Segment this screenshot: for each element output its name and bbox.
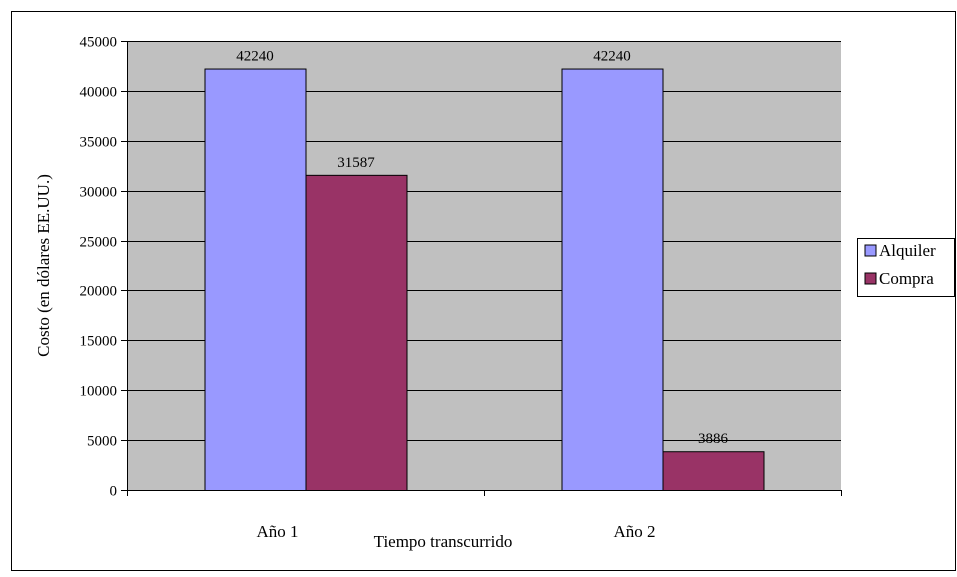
y-tick-label: 0: [110, 484, 118, 500]
bars: [204, 68, 765, 491]
y-tick-label: 10000: [80, 384, 118, 400]
legend-swatch-compra: [864, 272, 877, 285]
y-tick-label: 25000: [80, 235, 118, 251]
legend: Alquiler Compra: [857, 238, 955, 297]
legend-label-alquiler: Alquiler: [879, 241, 936, 260]
x-tick-label: Año 1: [256, 522, 298, 541]
axes: 0 5000 10000 15000 20000 25000 30000 35000 40000…: [80, 35, 842, 541]
bar-alquiler-2: [561, 68, 664, 491]
data-label: 3886: [698, 431, 729, 447]
x-axis-title: Tiempo transcurrido: [374, 532, 513, 551]
data-labels: 42240 31587 42240 3886: [236, 49, 728, 448]
y-tick-label: 20000: [80, 284, 118, 300]
y-tick-label: 30000: [80, 185, 118, 201]
y-tick-label: 45000: [80, 35, 118, 51]
bar-compra-1: [305, 174, 408, 491]
bar-alquiler-1: [204, 68, 307, 491]
data-label: 42240: [236, 49, 274, 65]
data-label: 31587: [337, 155, 375, 171]
y-axis-title: Costo (en dólares EE.UU.): [34, 174, 53, 357]
x-tick-label: Año 2: [613, 522, 655, 541]
legend-swatch-alquiler: [864, 244, 877, 257]
data-label: 42240: [593, 49, 631, 65]
y-tick-label: 35000: [80, 135, 118, 151]
legend-label-compra: Compra: [879, 269, 934, 288]
bar-compra-2: [662, 451, 765, 491]
y-tick-label: 40000: [80, 85, 118, 101]
y-tick-label: 15000: [80, 334, 118, 350]
y-tick-label: 5000: [87, 434, 117, 450]
